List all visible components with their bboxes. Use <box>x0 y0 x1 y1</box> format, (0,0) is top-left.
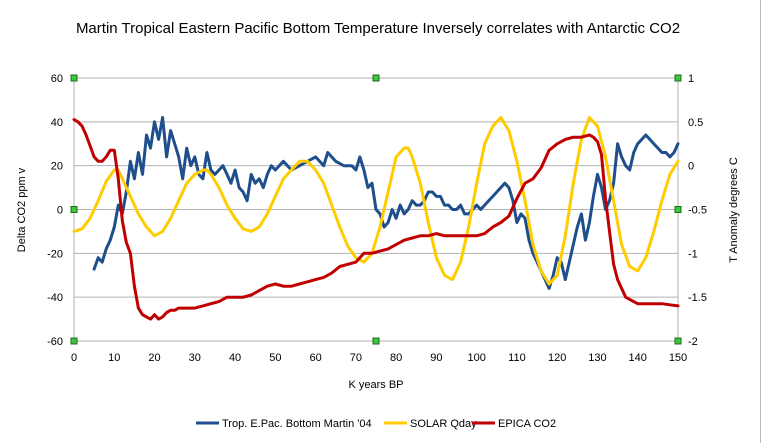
y-left-tick-label: 20 <box>51 161 63 173</box>
x-tick-label: 110 <box>508 352 526 364</box>
legend-label-epica: EPICA CO2 <box>498 418 556 430</box>
selection-handle[interactable] <box>674 206 682 213</box>
legend-label-martin: Trop. E.Pac. Bottom Martin '04 <box>222 418 372 430</box>
selection-handle[interactable] <box>70 337 78 345</box>
chart-title: Martin Tropical Eastern Pacific Bottom T… <box>76 20 680 37</box>
x-tick-label: 60 <box>309 352 321 364</box>
y-left-tick-label: -20 <box>47 248 63 260</box>
y-right-tick-label: -2 <box>688 336 698 348</box>
x-tick-label: 120 <box>548 352 566 364</box>
x-tick-label: 80 <box>390 352 402 364</box>
x-tick-label: 70 <box>350 352 362 364</box>
x-tick-label: 90 <box>430 352 442 364</box>
x-axis-title: K years BP <box>348 379 403 391</box>
y-right-tick-label: -0.5 <box>688 205 707 217</box>
series-line-1 <box>92 116 680 290</box>
series-line-3 <box>72 118 680 321</box>
y-right-tick-label: 1 <box>688 73 694 85</box>
y-right-tick-label: -1 <box>688 248 698 260</box>
x-tick-label: 100 <box>467 352 485 364</box>
x-tick-label: 140 <box>629 352 647 364</box>
y-left-tick-label: -60 <box>47 336 63 348</box>
x-tick-label: 20 <box>148 352 160 364</box>
y-left-tick-label: 60 <box>51 73 63 85</box>
selection-handle[interactable] <box>674 337 682 345</box>
y-right-axis-title: T Anomaly degrees C <box>728 157 740 263</box>
series-lines <box>72 116 680 321</box>
selection-handle[interactable] <box>674 74 682 82</box>
x-tick-label: 150 <box>669 352 687 364</box>
y-right-tick-label: 0.5 <box>688 117 703 129</box>
selection-handle[interactable] <box>372 337 380 345</box>
y-left-tick-label: -40 <box>47 292 63 304</box>
x-tick-label: 130 <box>588 352 606 364</box>
x-tick-label: 10 <box>108 352 120 364</box>
selection-handle[interactable] <box>70 74 78 82</box>
y-left-tick-label: 40 <box>51 117 63 129</box>
x-tick-label: 0 <box>71 352 77 364</box>
x-tick-label: 50 <box>269 352 281 364</box>
selection-handle[interactable] <box>372 74 380 82</box>
legend-label-solar: SOLAR Qday <box>410 418 477 430</box>
x-tick-label: 30 <box>189 352 201 364</box>
y-right-tick-label: -1.5 <box>688 292 707 304</box>
y-left-tick-label: 0 <box>57 205 63 217</box>
legend: Trop. E.Pac. Bottom Martin '04 SOLAR Qda… <box>196 418 556 430</box>
selection-handle[interactable] <box>70 206 78 213</box>
x-tick-label: 40 <box>229 352 241 364</box>
y-right-tick-label: 0 <box>688 161 694 173</box>
y-left-axis-title: Delta CO2 ppm v <box>16 167 28 252</box>
selection-handles[interactable] <box>70 74 682 345</box>
